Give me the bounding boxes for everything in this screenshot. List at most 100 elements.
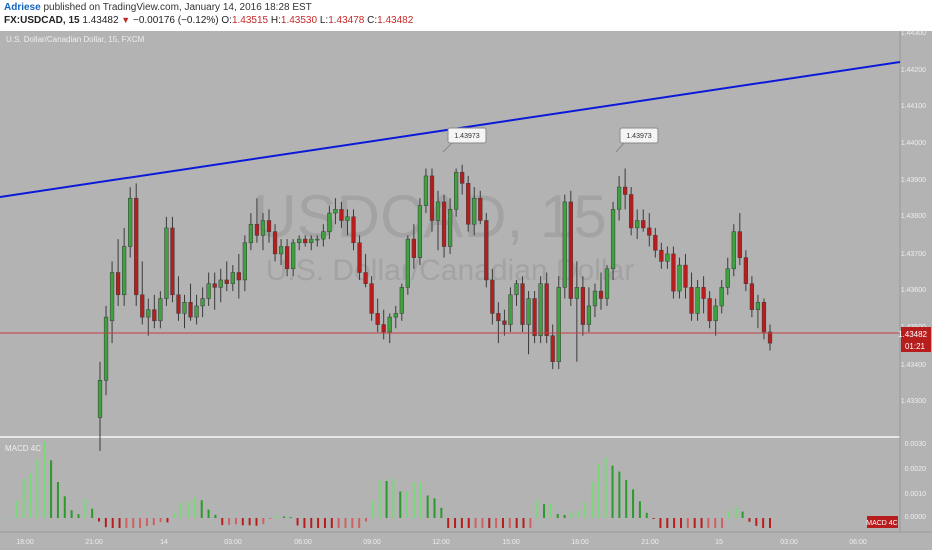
candle[interactable] — [109, 261, 115, 344]
candle[interactable] — [206, 272, 211, 306]
candle[interactable] — [616, 175, 622, 221]
candle[interactable] — [665, 246, 670, 269]
candle[interactable] — [381, 309, 386, 340]
candle[interactable] — [115, 239, 121, 306]
candle[interactable] — [683, 253, 688, 299]
candle[interactable] — [254, 198, 260, 243]
candle[interactable] — [399, 283, 404, 321]
candle[interactable] — [598, 272, 604, 310]
candle[interactable] — [604, 265, 610, 306]
candlestick-series[interactable] — [97, 164, 773, 451]
candle[interactable] — [134, 183, 139, 306]
candle[interactable] — [309, 235, 314, 251]
macd-pane[interactable] — [0, 438, 900, 532]
candle[interactable] — [266, 209, 272, 243]
candle[interactable] — [749, 276, 755, 318]
candle[interactable] — [140, 261, 145, 325]
candle[interactable] — [556, 276, 561, 370]
candle[interactable] — [719, 279, 724, 314]
candle[interactable] — [725, 257, 730, 295]
candle[interactable] — [592, 283, 598, 318]
candle[interactable] — [544, 272, 549, 344]
candle[interactable] — [580, 276, 586, 336]
candle[interactable] — [333, 198, 338, 225]
candle[interactable] — [272, 224, 278, 262]
candle[interactable] — [532, 291, 537, 344]
candle[interactable] — [586, 287, 592, 332]
candle[interactable] — [236, 253, 241, 299]
candle[interactable] — [484, 213, 489, 288]
candle[interactable] — [441, 194, 447, 258]
symbol-label[interactable]: FX:USDCAD, 15 — [4, 15, 80, 26]
candle[interactable] — [230, 265, 235, 292]
candle[interactable] — [200, 287, 205, 318]
candle[interactable] — [737, 213, 742, 266]
candle[interactable] — [731, 224, 736, 277]
candle[interactable] — [659, 242, 664, 269]
time-axis[interactable] — [0, 532, 932, 550]
candle[interactable] — [417, 198, 423, 266]
candle[interactable] — [671, 246, 676, 299]
candle[interactable] — [508, 287, 513, 332]
candle[interactable] — [387, 313, 392, 344]
candle[interactable] — [128, 187, 133, 258]
candle[interactable] — [369, 276, 374, 321]
candle[interactable] — [520, 276, 525, 332]
candle[interactable] — [327, 205, 332, 240]
candle[interactable] — [429, 168, 435, 232]
candle[interactable] — [490, 268, 495, 325]
candle[interactable] — [375, 298, 380, 332]
price-axis[interactable] — [900, 31, 932, 532]
candle[interactable] — [629, 187, 634, 236]
price-callout[interactable]: 1.43973 — [615, 127, 659, 153]
candle[interactable] — [743, 250, 748, 292]
candle[interactable] — [291, 239, 296, 277]
candle[interactable] — [170, 216, 175, 303]
candle[interactable] — [152, 294, 157, 329]
candle[interactable] — [146, 298, 151, 336]
candle[interactable] — [610, 201, 616, 280]
candle[interactable] — [393, 305, 398, 329]
candle[interactable] — [472, 187, 477, 236]
candle[interactable] — [260, 213, 266, 251]
candle[interactable] — [321, 224, 326, 247]
candle[interactable] — [447, 198, 453, 254]
candle[interactable] — [466, 175, 471, 232]
candle[interactable] — [411, 224, 416, 269]
candle[interactable] — [339, 201, 344, 228]
candle[interactable] — [653, 227, 658, 258]
candle[interactable] — [514, 279, 519, 306]
candle[interactable] — [635, 209, 640, 240]
candle[interactable] — [122, 227, 127, 306]
candle[interactable] — [278, 239, 284, 266]
candle[interactable] — [623, 168, 628, 210]
candle[interactable] — [194, 294, 199, 325]
candle[interactable] — [351, 209, 356, 251]
candle[interactable] — [303, 235, 308, 247]
candle[interactable] — [502, 309, 507, 336]
candle[interactable] — [689, 272, 694, 321]
candle[interactable] — [164, 216, 169, 306]
candle[interactable] — [568, 190, 573, 306]
candle[interactable] — [435, 190, 441, 251]
candle[interactable] — [677, 257, 682, 299]
candle[interactable] — [224, 261, 229, 292]
candle[interactable] — [315, 235, 320, 247]
candle[interactable] — [158, 291, 163, 329]
candle[interactable] — [707, 291, 712, 329]
candle[interactable] — [454, 168, 459, 217]
candle[interactable] — [188, 283, 193, 321]
candle[interactable] — [248, 213, 254, 251]
candle[interactable] — [713, 298, 718, 336]
candle[interactable] — [538, 276, 543, 344]
candle[interactable] — [182, 294, 187, 329]
candle[interactable] — [695, 279, 700, 321]
candle[interactable] — [496, 302, 501, 344]
candle[interactable] — [574, 261, 579, 362]
candle[interactable] — [460, 164, 465, 195]
price-callout[interactable]: 1.43973 — [442, 127, 487, 153]
candle[interactable] — [641, 209, 646, 232]
candle[interactable] — [423, 168, 429, 214]
candle[interactable] — [297, 235, 302, 251]
